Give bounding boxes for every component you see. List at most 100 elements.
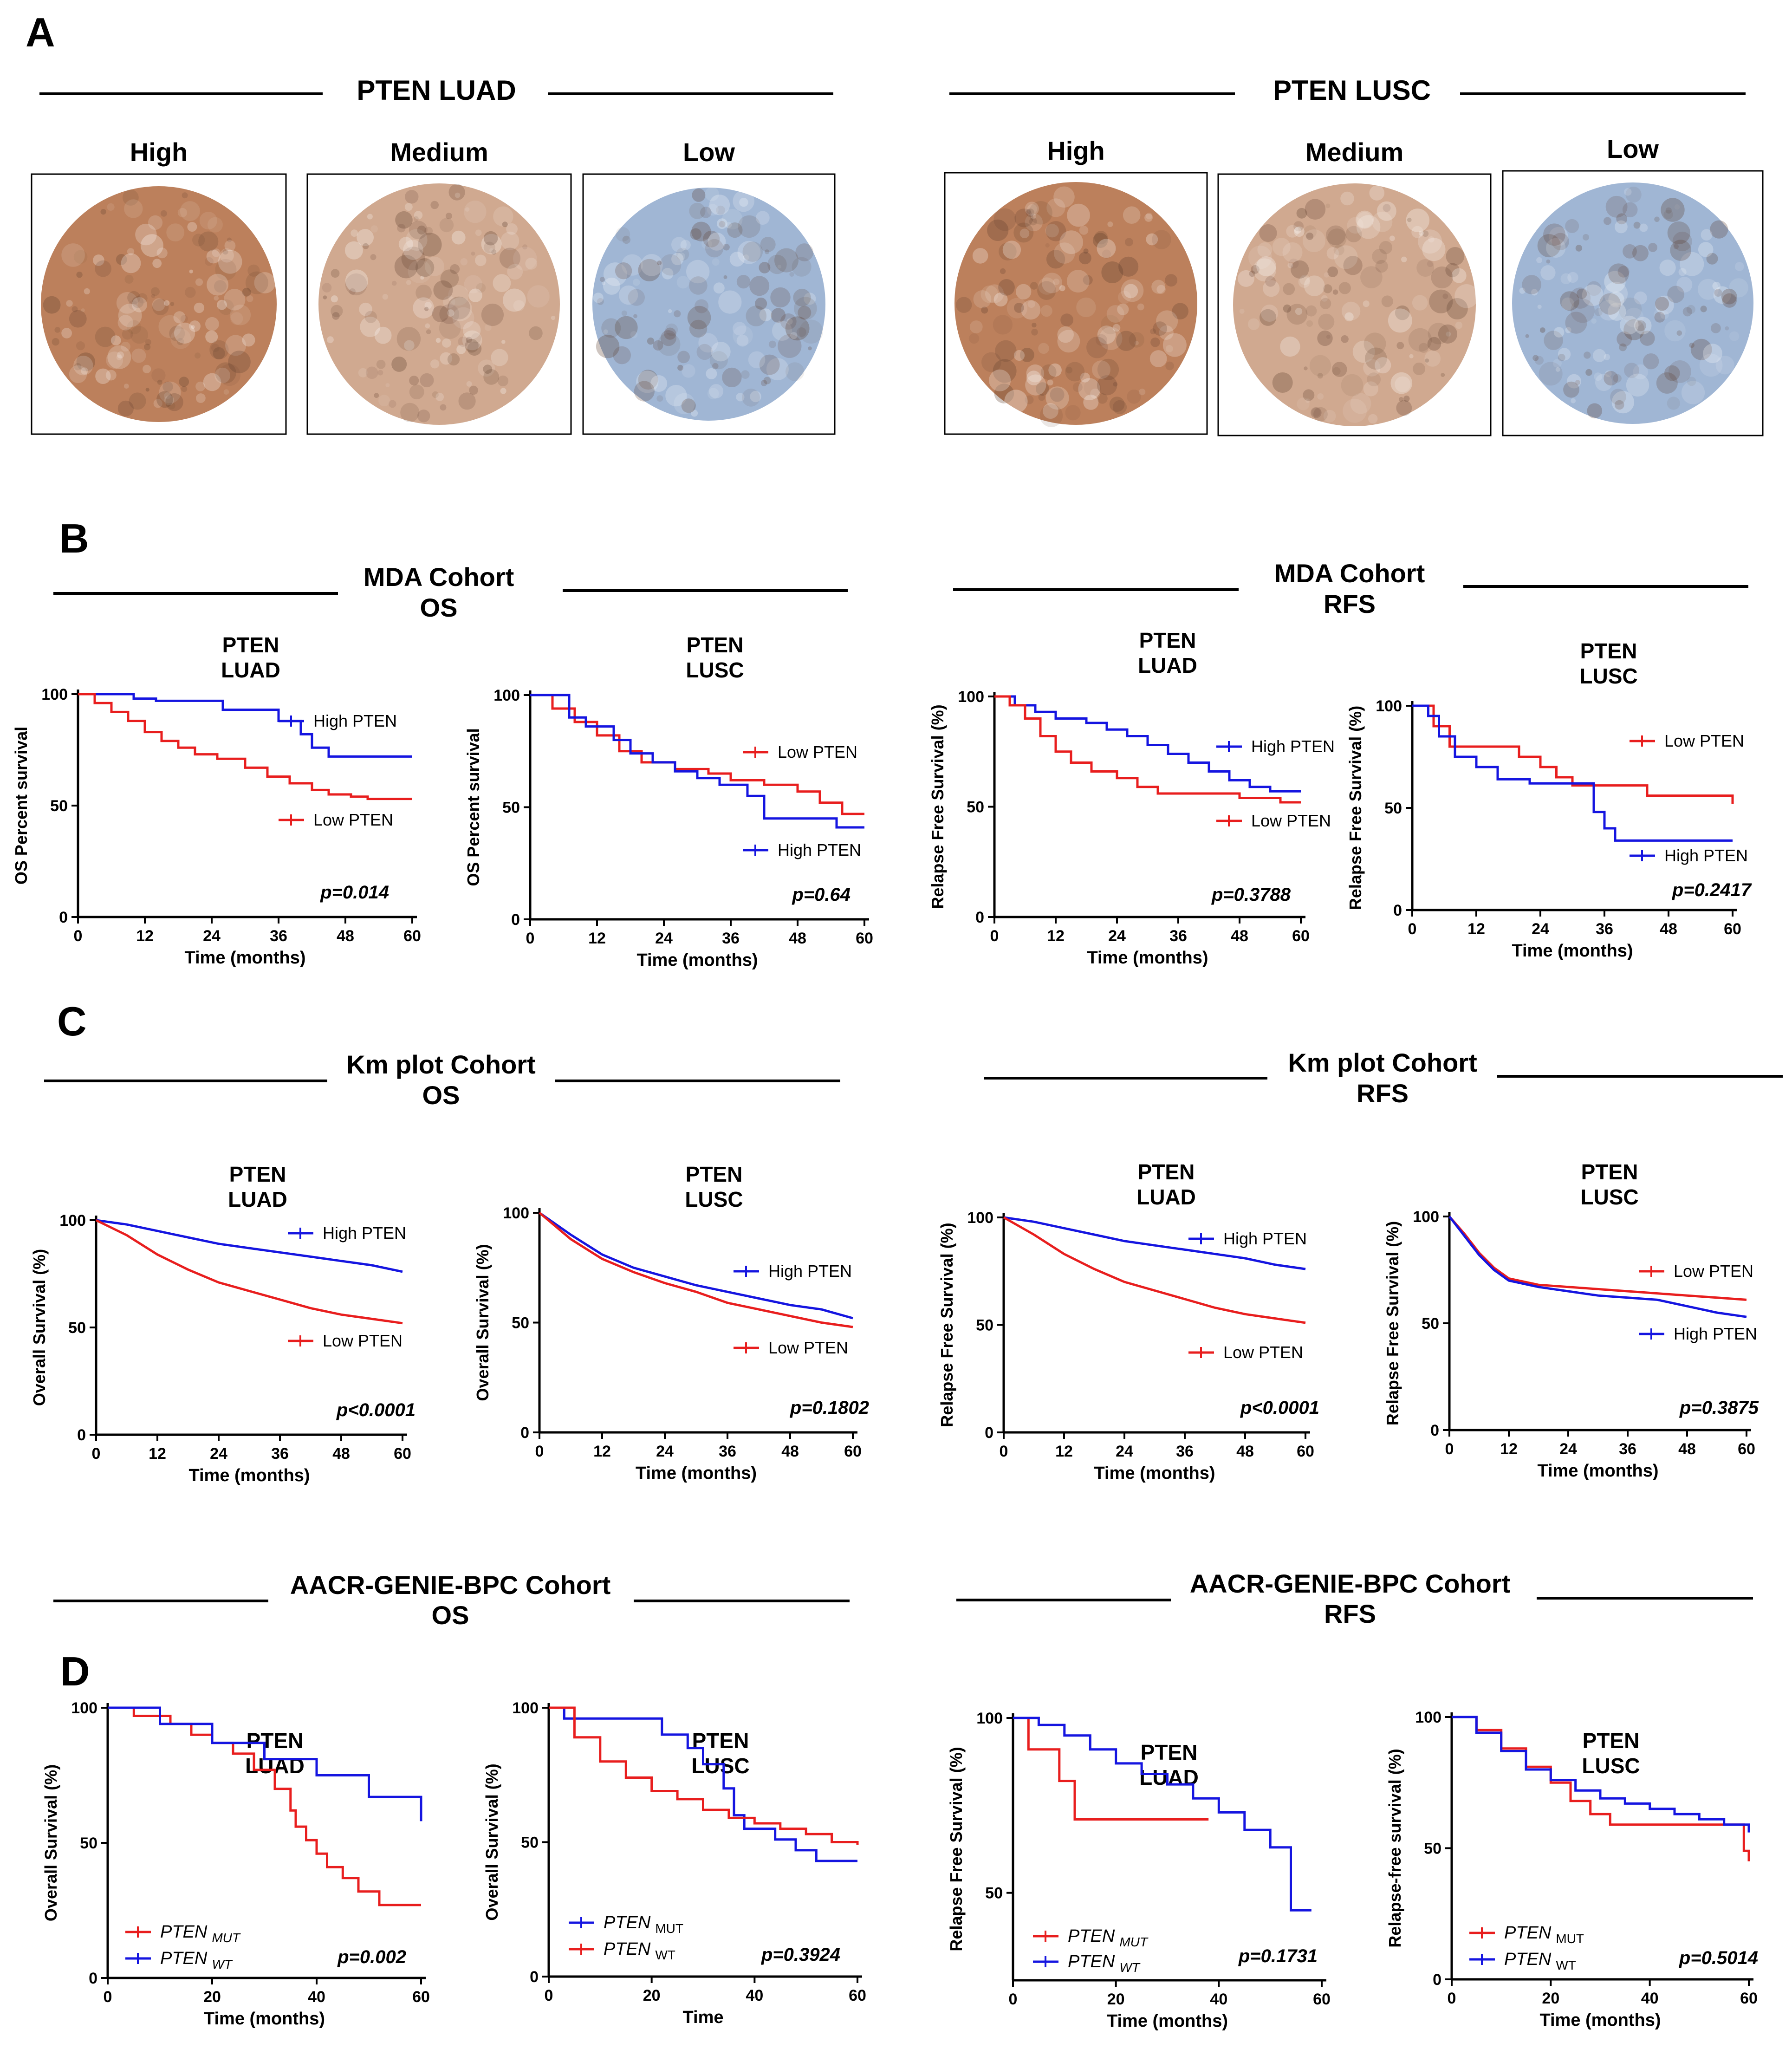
ihc-texture-spot [1575,380,1580,385]
section-title-b-os-1: MDA Cohort [364,562,514,592]
ihc-texture-spot [212,248,221,257]
ihc-texture-spot [1092,233,1108,248]
ihc-texture-spot [1076,297,1096,318]
section-title-c-os-2: OS [422,1080,460,1110]
ihc-texture-spot [633,314,637,319]
ihc-texture-spot [647,337,655,345]
ihc-texture-spot [1162,333,1187,357]
ihc-texture-spot [458,392,476,410]
ihc-texture-spot [1446,298,1468,319]
x-tick-label: 48 [337,927,354,945]
legend-label-0: Low PTEN [1674,1262,1753,1281]
ihc-texture-spot [182,192,188,199]
ihc-texture-spot [218,299,234,315]
ihc-tile-lusc-medium: Medium [1217,137,1492,436]
ihc-texture-spot [370,225,378,233]
ihc-texture-spot [173,311,186,324]
ihc-texture-spot [107,345,131,369]
y-tick-label: 0 [1433,1971,1441,1989]
ihc-texture-spot [1357,212,1373,228]
ihc-texture-spot [1347,217,1364,234]
ihc-texture-spot [603,277,620,295]
ihc-texture-spot [1067,203,1090,227]
ihc-texture-spot [1326,247,1339,260]
ihc-texture-spot [1356,210,1374,229]
ihc-texture-spot [1686,305,1695,314]
ihc-texture-spot [181,386,188,392]
ihc-texture-spot [1283,283,1295,295]
ihc-texture-spot [998,279,1015,296]
ihc-texture-spot [1311,407,1322,418]
x-tick-label: 40 [746,1987,763,2004]
ihc-texture-spot [742,388,760,407]
ihc-texture-spot [1080,372,1090,383]
ihc-texture-spot [205,257,214,266]
ihc-texture-spot [636,371,659,393]
ihc-texture-spot [506,223,518,235]
ihc-texture-spot [69,365,87,384]
legend-sub: MUT [1556,1932,1584,1946]
ihc-texture-spot [1558,348,1571,361]
ihc-texture-spot [763,377,771,384]
legend-label-0: High PTEN [1223,1229,1307,1248]
ihc-texture-spot [1617,331,1632,347]
y-axis-label: Relapse Free Survival (%) [1383,1221,1402,1425]
y-axis-label: Relapse Free Survival (%) [947,1747,966,1951]
ihc-texture-spot [164,395,175,405]
ihc-texture-spot [1613,374,1622,383]
legend-sub: MUT [212,1931,241,1945]
ihc-texture-spot [712,363,719,370]
x-tick-label: 20 [643,1987,661,2004]
ihc-texture-spot [76,352,95,371]
ihc-texture-spot [177,208,187,217]
ihc-texture-spot [727,222,743,238]
ihc-texture-spot [1097,239,1116,258]
ihc-texture-spot [1313,407,1328,422]
chart-title-line: LUAD [1139,1765,1199,1789]
ihc-texture-spot [1673,244,1679,249]
chart-title-line: PTEN [247,1729,304,1753]
ihc-texture-spot [1152,230,1171,249]
ihc-texture-spot [405,229,428,251]
ihc-texture-spot [394,255,418,279]
ihc-texture-spot [1297,397,1310,410]
ihc-texture-spot [1525,334,1529,338]
ihc-texture-spot [1546,238,1566,258]
ihc-texture-spot [1312,408,1321,417]
ihc-texture-spot [483,241,495,254]
ihc-texture-spot [1680,252,1704,276]
p-value: p<0.0001 [1240,1398,1319,1418]
ihc-texture-spot [1248,318,1260,330]
ihc-texture-spot [1053,279,1060,285]
x-tick-label: 12 [593,1443,611,1460]
ihc-texture-spot [706,368,717,379]
p-value: p=0.2417 [1672,880,1752,900]
ihc-core [592,188,825,421]
ihc-texture-spot [1144,214,1153,222]
ihc-texture-spot [1583,234,1589,241]
ihc-texture-spot [1165,361,1174,371]
y-tick-label: 50 [50,797,68,815]
ihc-texture-spot [1563,381,1579,398]
ihc-texture-spot [650,375,668,392]
series-line-0 [1003,1216,1306,1270]
ihc-texture-spot [483,369,500,385]
ihc-texture-spot [95,368,111,384]
ihc-texture-spot [363,243,369,249]
ihc-texture-spot [1617,266,1630,278]
ihc-texture-spot [1537,305,1542,309]
ihc-texture-spot [1006,298,1027,319]
ihc-texture-spot [105,370,117,381]
ihc-texture-spot [722,209,743,230]
ihc-texture-spot [722,367,742,388]
y-tick-label: 100 [503,1204,529,1222]
chart-title-line: PTEN [1139,628,1196,652]
ihc-texture-spot [618,285,638,305]
ihc-texture-spot [464,275,482,293]
ihc-texture-spot [987,219,1009,241]
ihc-texture-spot [756,211,770,225]
ihc-texture-spot [1633,364,1648,380]
ihc-texture-spot [144,344,151,351]
x-tick-label: 20 [203,1988,221,2006]
